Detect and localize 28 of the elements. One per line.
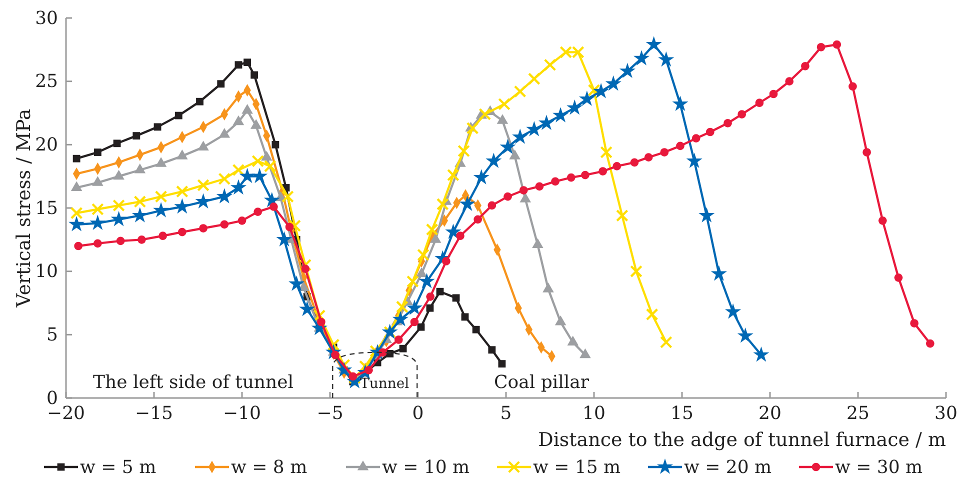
y-tick-label: 5 bbox=[46, 324, 58, 346]
y-tick-label: 20 bbox=[35, 134, 58, 156]
y-tick-label: 15 bbox=[35, 198, 58, 219]
x-axis-title: Distance to the adge of tunnel furnace / m bbox=[538, 429, 946, 451]
y-tick-label: 0 bbox=[46, 388, 58, 409]
legend-label: w = 20 m bbox=[684, 457, 772, 478]
annotation: Tunnel bbox=[360, 376, 410, 392]
y-tick-label: 10 bbox=[35, 261, 58, 282]
annotation: The left side of tunnel bbox=[93, 372, 294, 393]
x-tick-label: 0 bbox=[412, 402, 424, 424]
legend-label: w = 10 m bbox=[382, 457, 470, 478]
legend-label: w = 30 m bbox=[835, 457, 923, 478]
x-tick-label: 10 bbox=[582, 402, 606, 424]
x-tick-label: −10 bbox=[223, 402, 261, 424]
x-tick-label: −15 bbox=[135, 402, 173, 424]
x-tick-label: −5 bbox=[316, 402, 344, 424]
y-tick-label: 25 bbox=[35, 71, 58, 92]
x-tick-label: 15 bbox=[670, 402, 694, 424]
x-tick-label: 30 bbox=[934, 402, 958, 424]
legend-label: w = 15 m bbox=[533, 457, 621, 478]
x-tick-label: 5 bbox=[500, 402, 512, 424]
y-tick-label: 30 bbox=[35, 8, 58, 29]
legend-label: w = 8 m bbox=[231, 457, 308, 478]
legend-label: w = 5 m bbox=[80, 457, 156, 478]
annotation: Coal pillar bbox=[494, 372, 590, 393]
y-axis-title: Vertical stress / MPa bbox=[13, 108, 35, 308]
x-tick-label: 25 bbox=[846, 402, 870, 424]
x-tick-label: 20 bbox=[758, 402, 782, 424]
